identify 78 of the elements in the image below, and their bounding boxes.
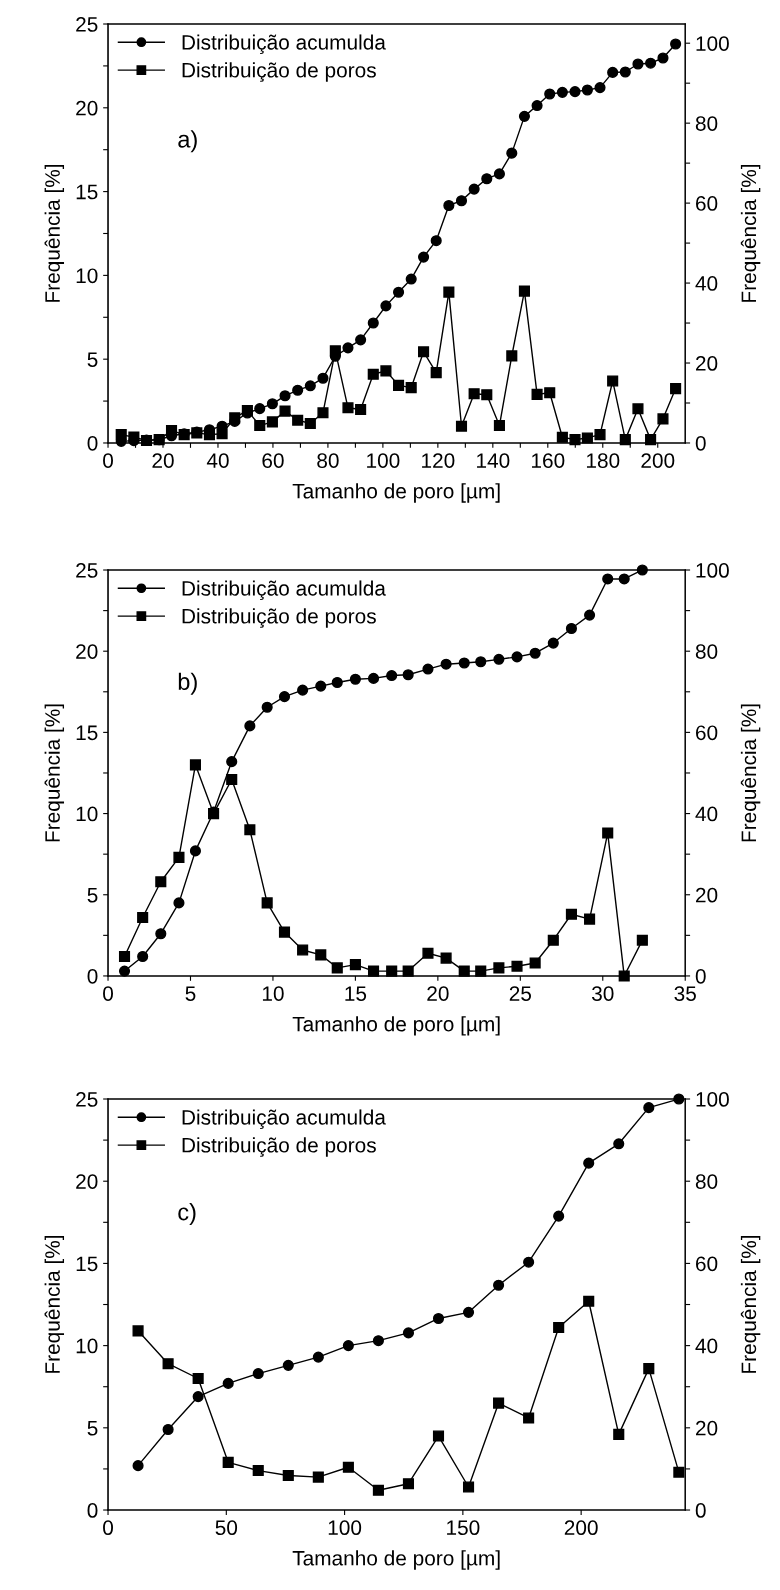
x-tick-label: 100 <box>328 1520 362 1536</box>
x-tick-label: 35 <box>674 986 696 1001</box>
x-tick-label: 20 <box>427 986 449 1001</box>
y2-tick-label: 80 <box>695 644 718 659</box>
y-axis-title: Frequência [%] <box>44 1235 65 1373</box>
y-tick-label: 25 <box>76 17 98 32</box>
x-tick-label: 0 <box>103 453 114 468</box>
x-tick-label: 200 <box>641 453 675 468</box>
x-axis-title: Tamanho de poro [µm] <box>292 1550 500 1570</box>
y2-axis-title: Frequência [%] <box>740 704 761 842</box>
legend-label: Distribuição acumulda <box>182 580 386 600</box>
y-tick-label: 0 <box>87 1503 98 1518</box>
y2-tick-label: 80 <box>695 1174 718 1189</box>
x-tick-label: 80 <box>317 453 339 468</box>
y-tick-label: 15 <box>76 1256 98 1272</box>
x-tick-label: 20 <box>152 453 174 468</box>
legend-label: Distribuição de poros <box>182 1137 376 1157</box>
x-tick-label: 150 <box>447 1520 480 1536</box>
y-tick-label: 10 <box>76 806 98 822</box>
y2-axis-title: Frequência [%] <box>740 164 761 302</box>
x-tick-label: 180 <box>586 453 620 468</box>
y2-tick-label: 40 <box>695 1338 718 1354</box>
x-axis-title: Tamanho de poro [µm] <box>292 483 500 503</box>
x-tick-label: 120 <box>422 453 455 468</box>
legend-label: Distribuição de poros <box>182 608 376 628</box>
x-tick-label: 50 <box>215 1520 238 1536</box>
y-tick-label: 0 <box>87 968 98 984</box>
x-tick-label: 0 <box>103 986 114 1001</box>
y-tick-label: 15 <box>76 725 98 741</box>
x-tick-label: 140 <box>477 453 510 468</box>
x-tick-label: 60 <box>262 453 284 468</box>
y-tick-label: 20 <box>76 1174 98 1189</box>
annotation: a) <box>178 130 197 153</box>
x-tick-label: 200 <box>564 1520 598 1536</box>
y-tick-label: 10 <box>76 268 98 284</box>
legend-label: Distribuição acumulda <box>182 1109 386 1129</box>
x-tick-label: 10 <box>262 986 284 1001</box>
x-tick-label: 5 <box>185 986 196 1001</box>
y2-tick-label: 40 <box>695 276 718 291</box>
annotation: c) <box>178 1203 196 1226</box>
y-tick-label: 20 <box>76 644 98 659</box>
x-tick-label: 15 <box>345 986 367 1001</box>
y-tick-label: 5 <box>87 887 98 903</box>
y-axis-title: Frequência [%] <box>44 704 65 842</box>
y2-tick-label: 60 <box>696 1256 718 1272</box>
y2-tick-label: 20 <box>696 356 718 371</box>
y2-tick-label: 0 <box>695 435 706 451</box>
x-tick-label: 25 <box>509 986 532 1001</box>
y2-tick-label: 0 <box>695 968 706 984</box>
x-tick-label: 0 <box>103 1520 114 1536</box>
y2-tick-label: 60 <box>696 725 718 741</box>
annotation: b) <box>178 672 197 695</box>
x-tick-label: 160 <box>532 453 565 468</box>
y-tick-label: 15 <box>76 184 98 200</box>
y2-tick-label: 20 <box>696 887 718 903</box>
y-tick-label: 5 <box>87 1421 98 1436</box>
y2-tick-label: 40 <box>695 806 718 822</box>
y2-tick-label: 60 <box>696 196 718 211</box>
x-tick-label: 30 <box>591 986 614 1001</box>
y2-tick-label: 20 <box>696 1420 718 1436</box>
x-tick-label: 40 <box>206 453 229 468</box>
y2-tick-label: 80 <box>695 116 718 131</box>
legend-label: Distribuição acumulda <box>182 34 386 54</box>
x-axis-title: Tamanho de poro [µm] <box>292 1016 500 1036</box>
y-tick-label: 5 <box>87 352 98 367</box>
y2-tick-label: 100 <box>696 1092 729 1107</box>
y-tick-label: 25 <box>76 563 98 578</box>
y2-tick-label: 100 <box>696 36 729 51</box>
legend-label: Distribuição de poros <box>182 62 376 82</box>
y-tick-label: 0 <box>87 435 98 451</box>
y-tick-label: 25 <box>76 1092 98 1107</box>
y-axis-title: Frequência [%] <box>44 164 65 302</box>
y-tick-label: 20 <box>76 100 98 116</box>
y-tick-label: 10 <box>76 1338 98 1354</box>
y2-axis-title: Frequência [%] <box>740 1235 761 1373</box>
y2-tick-label: 0 <box>695 1503 706 1518</box>
x-tick-label: 100 <box>367 453 400 468</box>
y2-tick-label: 100 <box>696 563 729 578</box>
